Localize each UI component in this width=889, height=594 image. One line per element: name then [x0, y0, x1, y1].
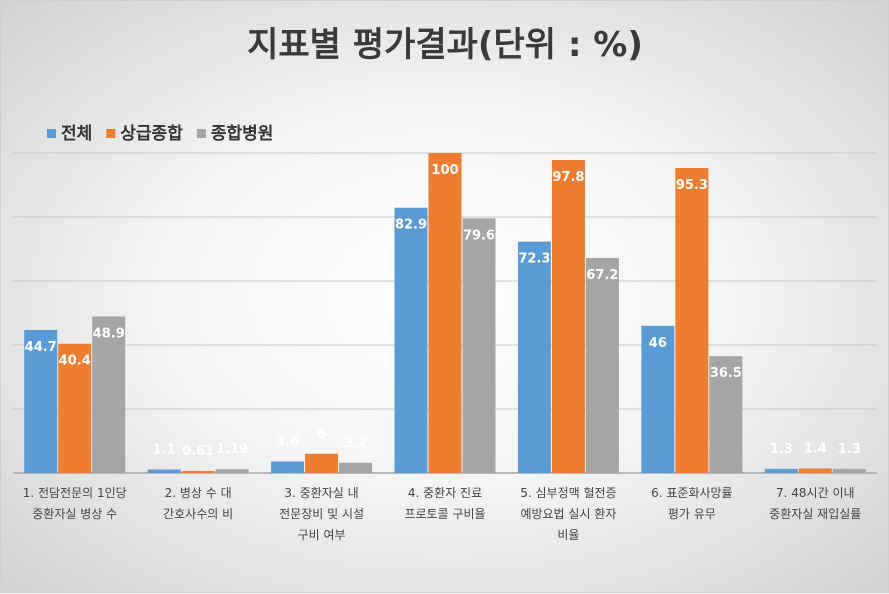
- category-label-line: 7. 48시간 이내: [776, 486, 855, 500]
- data-label: 1.19: [216, 442, 248, 457]
- category-label-line: 예방요법 실시 환자: [520, 507, 616, 521]
- data-label: 1.3: [770, 442, 793, 457]
- bar: [271, 461, 305, 473]
- bar: [709, 356, 743, 473]
- data-label: 36.5: [710, 366, 742, 381]
- legend-swatch: [196, 129, 206, 138]
- data-label: 1.3: [838, 442, 861, 457]
- bar: [305, 453, 339, 473]
- data-label: 0.61: [182, 444, 214, 459]
- data-label: 48.9: [93, 327, 125, 342]
- category-label-line: 중환자실 병상 수: [32, 507, 117, 521]
- category-label-line: 2. 병상 수 대: [165, 486, 232, 500]
- category-label-line: 3. 중환자실 내: [284, 486, 358, 500]
- category-label-line: 간호사수의 비: [163, 507, 233, 521]
- data-labels: 44.740.448.9 1.1 0.61 1.19 3.6 6 3.2 82.9 100 79.…: [25, 163, 861, 459]
- data-label: 100: [431, 163, 458, 178]
- bar: [394, 207, 428, 473]
- bar: [675, 168, 709, 474]
- chart-title: 지표별 평가결과(단위 : %): [247, 25, 643, 65]
- legend: 전체 상급종합 종합병원: [47, 123, 273, 144]
- bar: [585, 257, 619, 473]
- category-label-line: 1. 전담전문의 1인당: [23, 486, 127, 500]
- bar: [798, 468, 832, 473]
- data-label: 79.6: [463, 228, 495, 243]
- bar: [641, 325, 675, 473]
- data-label: 95.3: [676, 178, 708, 193]
- bar: [339, 462, 373, 473]
- bar: [92, 316, 126, 473]
- data-label: 46: [649, 336, 667, 351]
- bar: [215, 469, 249, 473]
- bar: [517, 241, 551, 473]
- data-label: 67.2: [586, 268, 618, 283]
- bar: [832, 468, 866, 473]
- data-label: 3.2: [344, 436, 367, 451]
- legend-swatch: [106, 129, 116, 138]
- data-label: 82.9: [395, 218, 427, 233]
- category-label-line: 전문장비 및 시설: [279, 507, 364, 521]
- bar: [764, 468, 798, 473]
- data-label: 3.6: [276, 434, 299, 449]
- bar: [428, 153, 462, 473]
- data-label: 72.3: [518, 252, 550, 267]
- bar: [147, 469, 181, 473]
- category-label-line: 구비 여부: [298, 528, 346, 542]
- bar: [462, 218, 496, 473]
- data-label: 6: [317, 427, 326, 442]
- data-label: 1.4: [804, 442, 827, 457]
- category-label-line: 4. 중환자 진료: [408, 486, 482, 500]
- bar: [24, 329, 58, 473]
- bar: [551, 160, 585, 474]
- bar: [181, 471, 215, 473]
- category-label-line: 프로토콜 구비율: [404, 507, 485, 521]
- category-label-line: 5. 심부정맥 혈전증: [520, 486, 616, 500]
- data-label: 44.7: [25, 340, 57, 355]
- category-label-line: 평가 유무: [668, 507, 716, 521]
- legend-swatch: [47, 129, 56, 138]
- category-label-line: 비율: [557, 528, 579, 542]
- data-label: 40.4: [59, 354, 91, 369]
- bars: [24, 153, 866, 474]
- legend-label: 전체: [61, 124, 92, 144]
- bar: [58, 343, 92, 473]
- category-label-line: 중환자실 재입실률: [769, 507, 861, 521]
- legend-label: 종합병원: [211, 123, 274, 144]
- data-label: 97.8: [552, 170, 584, 185]
- legend-label: 상급종합: [120, 123, 183, 144]
- data-label: 1.1: [153, 442, 176, 457]
- category-label-line: 6. 표준화사망률: [651, 486, 733, 500]
